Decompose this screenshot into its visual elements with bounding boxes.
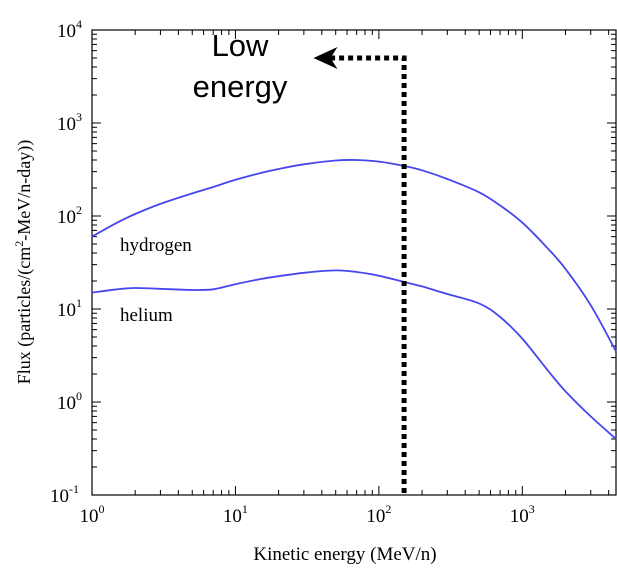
x-tick-label: 101 — [223, 502, 248, 527]
y-axis-label-part1: Flux (particles/(cm — [14, 247, 35, 384]
y-tick-label: 10-1 — [50, 482, 79, 507]
y-axis-label-part2: -MeV/n-day)) — [14, 140, 35, 241]
axes — [91, 29, 617, 496]
y-tick-label: 103 — [57, 110, 82, 135]
x-tick-label: 100 — [80, 502, 105, 527]
x-axis-label: Kinetic energy (MeV/n) — [253, 544, 436, 565]
y-tick-label: 101 — [57, 296, 82, 321]
plot-frame — [91, 29, 617, 496]
arrow-head-icon — [313, 47, 338, 69]
cutoff-dotted-line — [327, 55, 407, 493]
series-label-hydrogen: hydrogen — [120, 235, 192, 256]
low-energy-annotation: Low energy — [193, 28, 407, 493]
annotation-text-low: Low — [212, 28, 269, 63]
y-tick-label: 102 — [57, 203, 82, 228]
annotation-text-energy: energy — [193, 69, 288, 104]
series-labels: hydrogen helium — [120, 235, 192, 326]
y-tick-label: 104 — [57, 17, 82, 42]
series-layer — [91, 158, 617, 440]
x-tick-label: 103 — [510, 502, 535, 527]
series-line-helium — [91, 269, 617, 440]
x-tick-label: 102 — [366, 502, 391, 527]
y-tick-label: 100 — [57, 389, 82, 414]
y-axis-label-sup: 2 — [12, 241, 26, 247]
series-line-hydrogen — [91, 158, 617, 352]
series-label-helium: helium — [120, 305, 173, 326]
y-axis-label: Flux (particles/(cm2-MeV/n-day)) — [12, 140, 35, 384]
